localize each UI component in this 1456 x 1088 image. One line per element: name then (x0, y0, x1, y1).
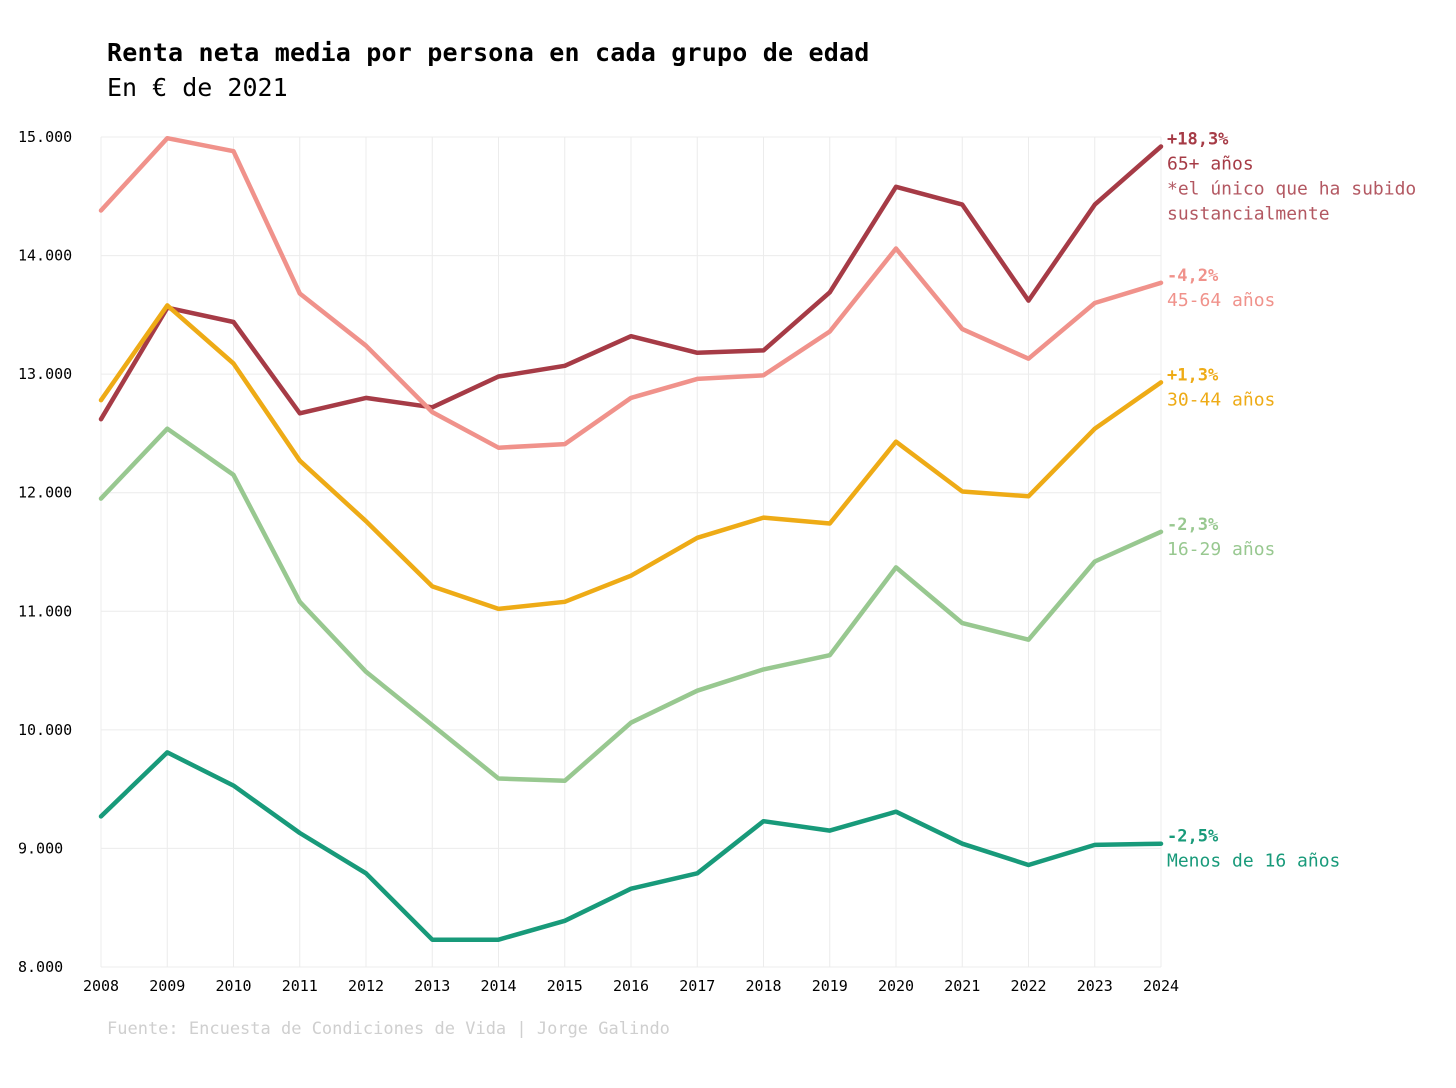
end-label: +18,3% 65+ años *el único que ha subido sus… (1167, 129, 1416, 224)
series-note-label: *el único que ha subido (1167, 178, 1416, 199)
y-tick-label: 13.000 (18, 365, 72, 383)
series-change-label: +1,3% (1167, 365, 1219, 385)
x-tick-label: 2009 (149, 977, 185, 995)
x-tick-label: 2016 (613, 977, 649, 995)
x-tick-label: 2008 (83, 977, 119, 995)
x-tick-label: 2019 (812, 977, 848, 995)
series-line (98, 144, 1164, 422)
chart-title: Renta neta media por persona en cada gru… (107, 38, 870, 67)
x-tick-label: 2011 (282, 977, 318, 995)
x-tick-label: 2020 (878, 977, 914, 995)
x-axis-tick-labels: 2008 2009 2010 2011 2012 2013 2014 2015 2016 2017… (83, 977, 1179, 995)
series-name-label: 16-29 años (1167, 539, 1275, 560)
series-line (98, 750, 1164, 942)
end-label: -4,2% 45-64 años (1167, 266, 1275, 311)
end-label: -2,3% 16-29 años (1167, 515, 1275, 560)
chart-subtitle: En € de 2021 (107, 73, 288, 102)
grid (100, 136, 1162, 968)
series-name-label: 30-44 años (1167, 389, 1275, 410)
y-tick-label: 14.000 (18, 247, 72, 265)
y-tick-label: 9.000 (18, 839, 63, 857)
x-tick-label: 2023 (1077, 977, 1113, 995)
end-label: -2,5% Menos de 16 años (1167, 827, 1340, 872)
y-tick-label: 8.000 (18, 958, 63, 976)
x-tick-label: 2022 (1010, 977, 1046, 995)
x-tick-label: 2014 (480, 977, 516, 995)
x-tick-label: 2017 (679, 977, 715, 995)
series-line (98, 426, 1164, 784)
y-tick-label: 15.000 (18, 128, 72, 146)
x-tick-label: 2018 (745, 977, 781, 995)
y-tick-label: 12.000 (18, 484, 72, 502)
y-tick-label: 11.000 (18, 602, 72, 620)
series-name-label: Menos de 16 años (1167, 851, 1340, 872)
x-tick-label: 2012 (348, 977, 384, 995)
series-name-label: 65+ años (1167, 153, 1254, 174)
y-axis-tick-labels: 8.000 9.000 10.000 11.000 12.000 13.000 14.000… (18, 128, 72, 976)
series-change-label: +18,3% (1167, 129, 1229, 149)
series-change-label: -4,2% (1167, 266, 1219, 286)
x-tick-label: 2015 (547, 977, 583, 995)
end-label: +1,3% 30-44 años (1167, 365, 1275, 410)
end-labels: +18,3% 65+ años *el único que ha subido sus… (1167, 129, 1416, 871)
x-tick-label: 2013 (414, 977, 450, 995)
series-change-label: -2,3% (1167, 515, 1219, 535)
x-tick-label: 2021 (944, 977, 980, 995)
series-line (98, 303, 1164, 612)
series-note-label: sustancialmente (1167, 203, 1330, 224)
x-tick-label: 2024 (1143, 977, 1179, 995)
source-note: Fuente: Encuesta de Condiciones de Vida … (107, 1019, 670, 1039)
y-tick-label: 10.000 (18, 721, 72, 739)
series-change-label: -2,5% (1167, 827, 1219, 847)
series-lines (98, 135, 1164, 942)
series-line (98, 135, 1164, 450)
x-tick-label: 2010 (215, 977, 251, 995)
series-name-label: 45-64 años (1167, 290, 1275, 311)
